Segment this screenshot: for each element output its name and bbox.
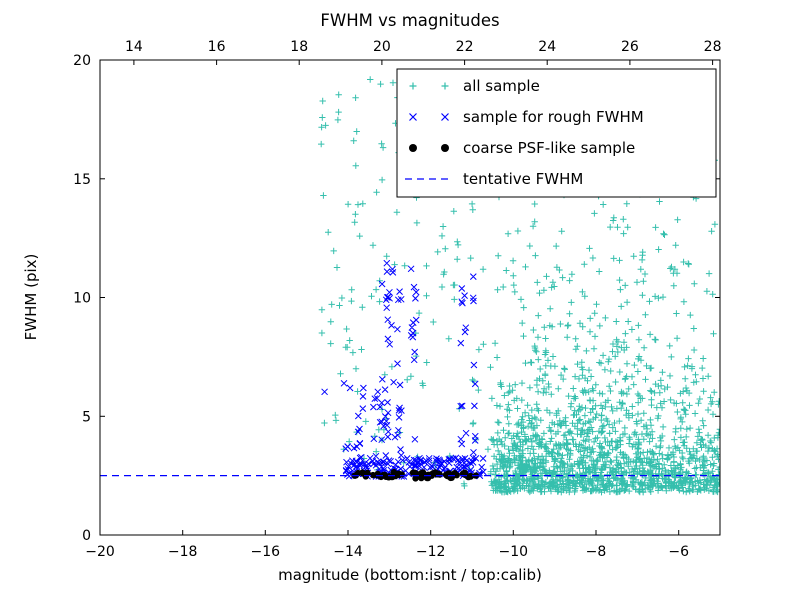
y-tick-label: 20 (73, 53, 91, 69)
x-bottom-tick-label: −6 (668, 544, 689, 560)
x-top-tick-label: 24 (538, 39, 556, 55)
legend-label: coarse PSF-like sample (463, 139, 635, 157)
legend-plus-icon (409, 82, 417, 90)
x-axis-bottom: −20 −18 −16 −14 −12 −10 −8 −6 (85, 530, 689, 560)
legend-label: tentative FWHM (463, 170, 583, 188)
x-axis-label: magnitude (bottom:isnt / top:calib) (278, 566, 542, 584)
x-top-tick-label: 18 (290, 39, 308, 55)
x-top-tick-label: 22 (456, 39, 474, 55)
x-bottom-tick-label: −14 (333, 544, 363, 560)
y-axis: 0 5 10 15 20 (73, 53, 720, 544)
x-bottom-tick-label: −12 (416, 544, 446, 560)
y-tick-label: 5 (82, 409, 91, 425)
x-bottom-tick-label: −18 (168, 544, 198, 560)
legend: all sample sample for rough FWHM coarse PS… (396, 68, 717, 198)
x-axis-top: 14 16 18 20 22 24 26 28 (125, 39, 722, 65)
x-top-tick-label: 14 (125, 39, 143, 55)
x-bottom-tick-label: −10 (499, 544, 529, 560)
y-axis-label: FWHM (pix) (22, 254, 40, 341)
legend-x-icon (409, 113, 417, 121)
legend-label: sample for rough FWHM (463, 108, 644, 126)
x-bottom-tick-label: −8 (586, 544, 607, 560)
chart-title: FWHM vs magnitudes (320, 11, 499, 30)
legend-box (396, 68, 717, 198)
x-top-tick-label: 28 (704, 39, 722, 55)
legend-dot-icon (409, 144, 417, 152)
y-tick-label: 15 (73, 172, 91, 188)
x-top-tick-label: 20 (373, 39, 391, 55)
x-bottom-tick-label: −16 (251, 544, 281, 560)
y-tick-label: 0 (82, 528, 91, 544)
legend-x-icon (441, 113, 449, 121)
legend-label: all sample (463, 77, 540, 95)
x-bottom-tick-label: −20 (85, 544, 115, 560)
x-top-tick-label: 26 (621, 39, 639, 55)
x-top-tick-label: 16 (208, 39, 226, 55)
y-tick-label: 10 (73, 291, 91, 307)
legend-plus-icon (441, 82, 449, 90)
legend-dot-icon (441, 144, 449, 152)
